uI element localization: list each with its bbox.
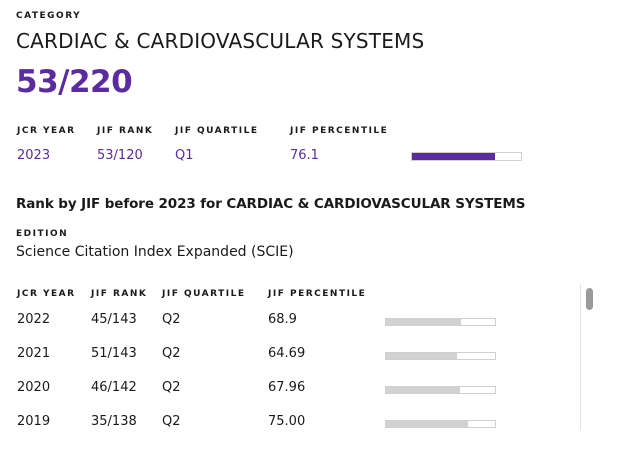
current-jif-percentile: 76.1: [290, 148, 319, 163]
category-rank: 53/220: [16, 64, 133, 100]
row-quartile: Q2: [162, 346, 181, 361]
row-percentile-bar-fill: [386, 319, 462, 325]
history-table[interactable]: JCR YEAR JIF RANK JIF QUARTILE JIF PERCE…: [0, 282, 600, 430]
row-percentile-bar-fill: [386, 353, 457, 359]
header-jif-quartile: JIF QUARTILE: [175, 126, 259, 136]
row-rank: 45/143: [91, 312, 137, 327]
row-quartile: Q2: [162, 380, 181, 395]
current-jcr-year: 2023: [17, 148, 51, 163]
row-year: 2019: [17, 414, 51, 429]
history-scrollbar[interactable]: [580, 284, 596, 430]
row-percentile: 68.9: [268, 312, 297, 327]
row-percentile: 67.96: [268, 380, 306, 395]
row-rank: 51/143: [91, 346, 137, 361]
current-percentile-bar: [411, 152, 522, 161]
row-percentile-bar-fill: [386, 387, 461, 393]
row-year: 2021: [17, 346, 51, 361]
current-percentile-bar-fill: [412, 153, 495, 160]
category-name: CARDIAC & CARDIOVASCULAR SYSTEMS: [16, 29, 425, 53]
row-percentile-bar: [385, 386, 496, 394]
table-row: 2022 45/143 Q2 68.9: [0, 312, 600, 346]
row-year: 2020: [17, 380, 51, 395]
row-percentile-bar: [385, 318, 496, 326]
history-header-jif-percentile: JIF PERCENTILE: [268, 289, 367, 299]
category-label: CATEGORY: [16, 11, 82, 21]
table-row: 2021 51/143 Q2 64.69: [0, 346, 600, 380]
header-jif-rank: JIF RANK: [97, 126, 154, 136]
history-heading: Rank by JIF before 2023 for CARDIAC & CA…: [16, 196, 526, 212]
scrollbar-thumb[interactable]: [586, 288, 593, 310]
current-jif-rank: 53/120: [97, 148, 143, 163]
row-year: 2022: [17, 312, 51, 327]
row-rank: 35/138: [91, 414, 137, 429]
row-quartile: Q2: [162, 312, 181, 327]
header-jcr-year: JCR YEAR: [17, 126, 76, 136]
row-percentile: 75.00: [268, 414, 306, 429]
row-rank: 46/142: [91, 380, 137, 395]
row-percentile: 64.69: [268, 346, 306, 361]
current-jif-quartile: Q1: [175, 148, 194, 163]
edition-value: Science Citation Index Expanded (SCIE): [16, 244, 294, 260]
history-header-jif-rank: JIF RANK: [91, 289, 148, 299]
history-header-jcr-year: JCR YEAR: [17, 289, 76, 299]
table-row: 2019 35/138 Q2 75.00: [0, 414, 600, 430]
edition-label: EDITION: [16, 229, 69, 239]
header-jif-percentile: JIF PERCENTILE: [290, 126, 389, 136]
row-percentile-bar: [385, 420, 496, 428]
row-percentile-bar-fill: [386, 421, 468, 427]
table-row: 2020 46/142 Q2 67.96: [0, 380, 600, 414]
row-percentile-bar: [385, 352, 496, 360]
history-header-jif-quartile: JIF QUARTILE: [162, 289, 246, 299]
row-quartile: Q2: [162, 414, 181, 429]
